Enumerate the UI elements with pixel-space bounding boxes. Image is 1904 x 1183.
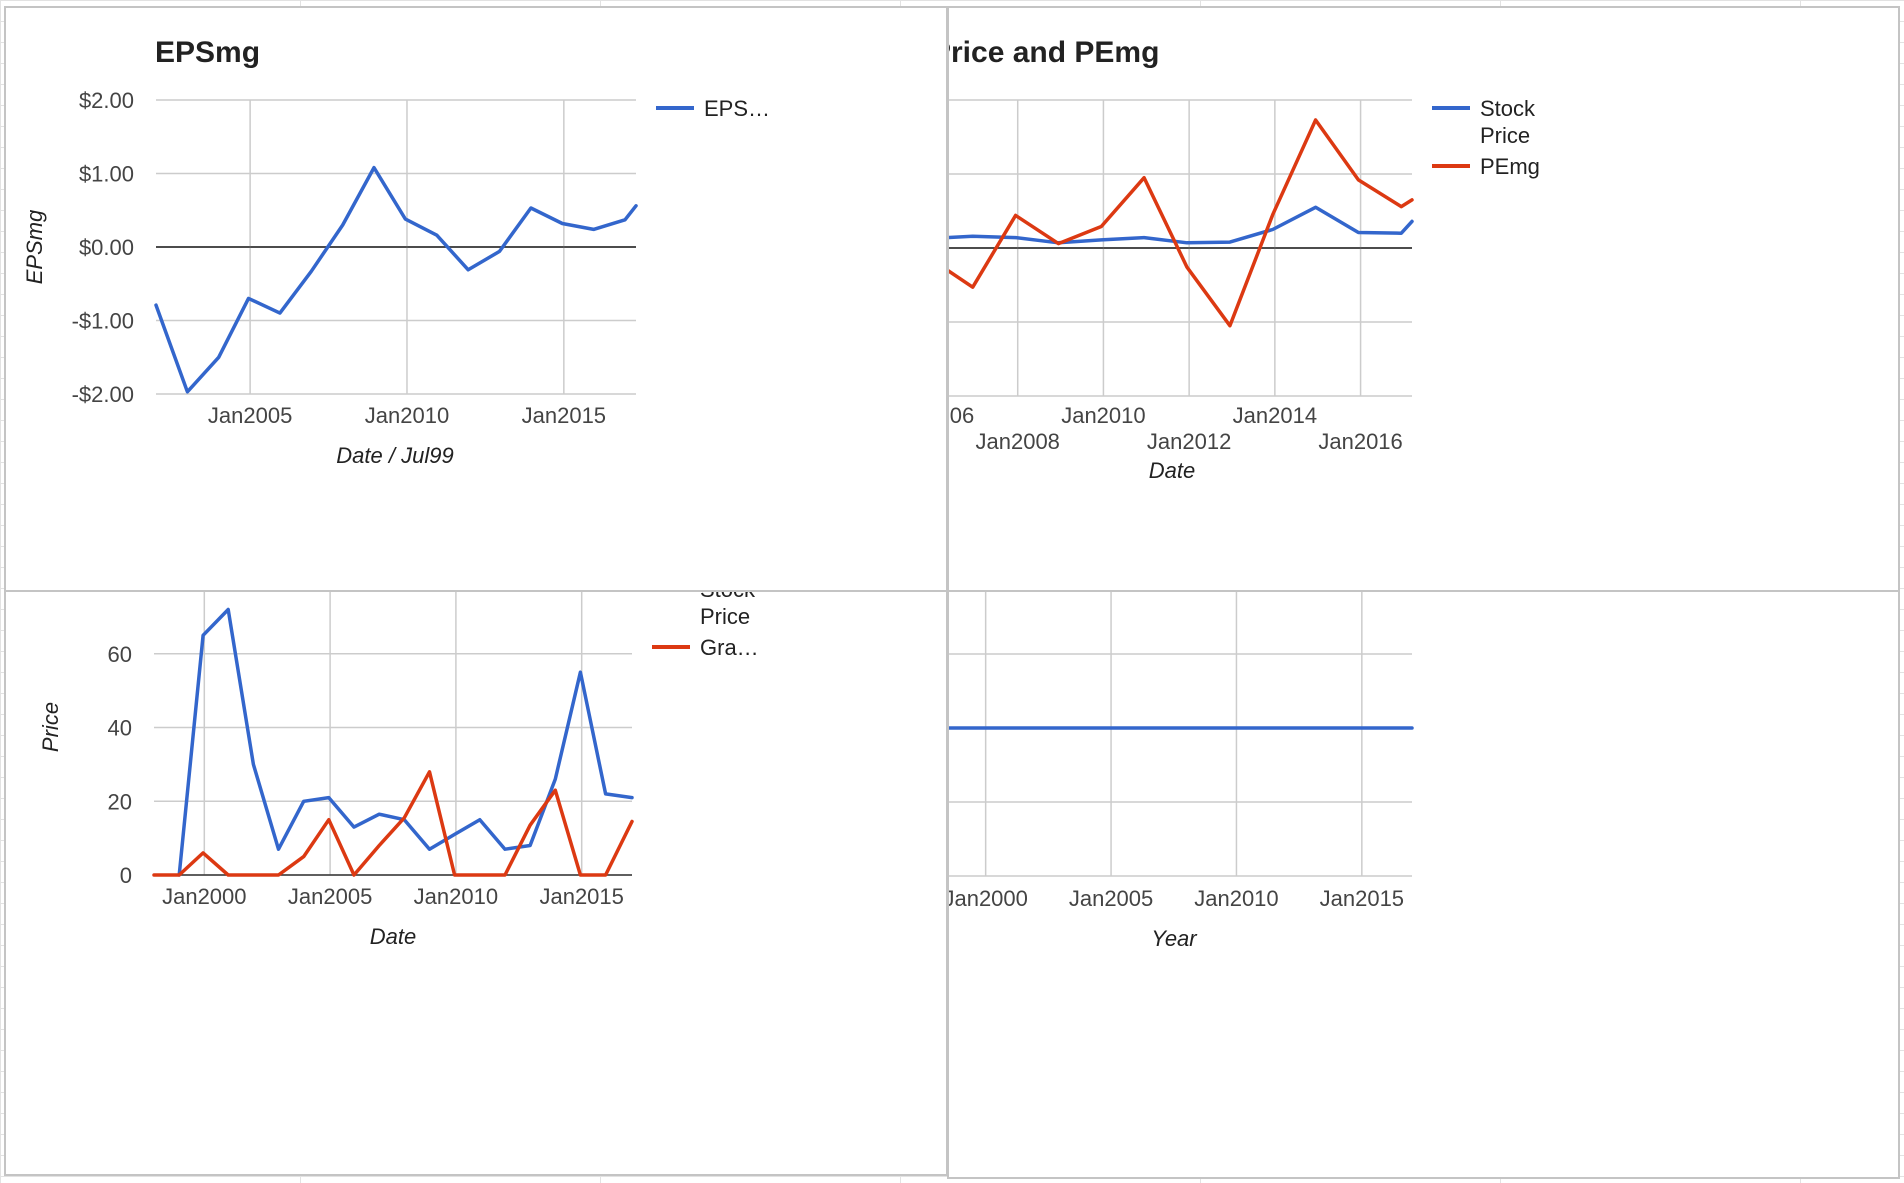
dividend-x-tick-label: Jan2000: [949, 886, 1028, 911]
price-pemg-x-tick-label: Jan2010: [1061, 403, 1145, 428]
epsmg-x-axis-title: Date / Jul99: [336, 443, 453, 468]
price-pemg-x-tick-label: Jan2016: [1318, 429, 1402, 454]
price-pemg-x-tick-label: Jan2008: [976, 429, 1060, 454]
price-pemg-x-tick-label: Jan2006: [949, 403, 974, 428]
chart-panel-graham-number[interactable]: Graham Number and Stock Price806040200Ja…: [4, 590, 948, 1176]
price-pemg-x-tick-label: Jan2014: [1233, 403, 1317, 428]
epsmg-legend-label-0: EPS…: [704, 96, 770, 121]
price-pemg-chart-title: Price and PEmg: [949, 36, 1159, 69]
graham-x-tick-label: Jan2015: [539, 884, 623, 909]
graham-series-line-0: [177, 607, 634, 877]
price-pemg-x-axis-title: Date: [1149, 458, 1195, 483]
graham-x-tick-label: Jan2000: [162, 884, 246, 909]
epsmg-x-tick-label: Jan2010: [365, 403, 449, 428]
graham-x-axis-title: Date: [370, 924, 416, 949]
chart-panel-dividend-history[interactable]: Dividend History$1.00$0.50$0.00-$0.50-$1…: [947, 590, 1900, 1179]
epsmg-x-tick-label: Jan2015: [522, 403, 606, 428]
chart-svg-dividend-history: Dividend History$1.00$0.50$0.00-$0.50-$1…: [949, 592, 1414, 951]
epsmg-y-tick-label: $0.00: [79, 235, 134, 260]
price-pemg-legend-label-0: Stock: [1480, 96, 1536, 121]
graham-x-tick-label: Jan2010: [414, 884, 498, 909]
dividend-x-tick-label: Jan2015: [1320, 886, 1404, 911]
graham-y-axis-title: Price: [38, 702, 63, 752]
price-pemg-series-line-0: [949, 205, 1414, 245]
graham-legend-label-0: Price: [700, 604, 750, 629]
price-pemg-legend-label-1: PEmg: [1480, 154, 1540, 179]
graham-x-tick-label: Jan2005: [288, 884, 372, 909]
graham-y-tick-label: 80: [108, 592, 132, 593]
epsmg-chart-title: EPSmg: [155, 36, 260, 69]
epsmg-y-tick-label: $1.00: [79, 162, 134, 187]
graham-y-tick-label: 60: [108, 642, 132, 667]
dividend-x-tick-label: Jan2005: [1069, 886, 1153, 911]
chart-panel-price-pemg[interactable]: Price and PEmg2001000-100-200Jan2006Jan2…: [947, 6, 1900, 592]
graham-y-tick-label: 40: [108, 716, 132, 741]
graham-y-tick-label: 0: [120, 863, 132, 888]
graham-legend-label-1: Gra…: [700, 635, 759, 660]
graham-series-line-1: [152, 770, 634, 877]
epsmg-y-tick-label: -$1.00: [72, 309, 134, 334]
graham-legend-label-0: Stock: [700, 592, 756, 602]
chart-svg-graham-number: Graham Number and Stock Price806040200Ja…: [38, 592, 759, 949]
epsmg-y-tick-label: $2.00: [79, 88, 134, 113]
price-pemg-legend-label-0: Price: [1480, 123, 1530, 148]
chart-panel-epsmg[interactable]: EPSmg $2.00 $1.00 $0.00 -$1.00 -$2.00 Jan2005 J…: [4, 6, 948, 592]
epsmg-y-tick-label: -$2.00: [72, 382, 134, 407]
price-pemg-x-tick-label: Jan2012: [1147, 429, 1231, 454]
graham-y-tick-label: 20: [108, 789, 132, 814]
chart-svg-epsmg: EPSmg $2.00 $1.00 $0.00 -$1.00 -$2.00 Jan2005 J…: [22, 36, 770, 468]
price-pemg-series-line-1: [949, 118, 1414, 328]
dividend-x-tick-label: Jan2010: [1194, 886, 1278, 911]
chart-svg-price-pemg: Price and PEmg2001000-100-200Jan2006Jan2…: [949, 36, 1540, 483]
dividend-x-axis-title: Year: [1151, 926, 1198, 951]
epsmg-y-axis-title: EPSmg: [22, 209, 47, 284]
epsmg-x-tick-label: Jan2005: [208, 403, 292, 428]
epsmg-series-line-0: [154, 165, 638, 394]
